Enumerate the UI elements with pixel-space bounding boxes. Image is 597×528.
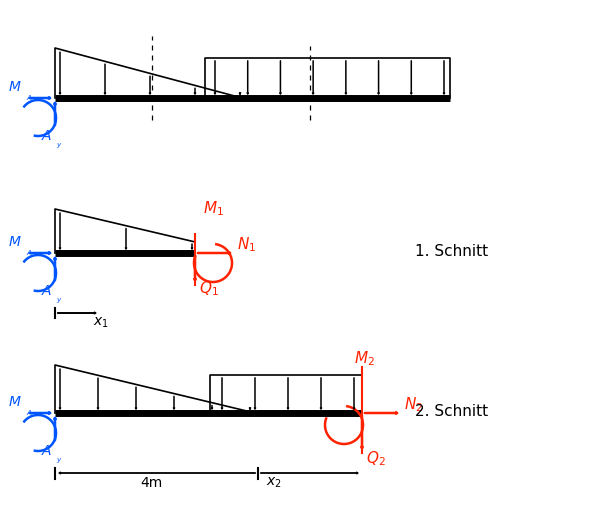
Text: $M_2$: $M_2$ (354, 349, 375, 367)
Text: 2. Schnitt: 2. Schnitt (415, 403, 488, 419)
Text: $_y$: $_y$ (56, 295, 62, 305)
Text: 4m: 4m (140, 476, 162, 490)
Text: $A$: $A$ (41, 444, 52, 458)
Text: $_y$: $_y$ (56, 140, 62, 150)
Text: $M$: $M$ (8, 235, 22, 249)
Text: $Q_2$: $Q_2$ (366, 449, 386, 468)
Text: $_A$: $_A$ (26, 408, 32, 418)
Text: $_y$: $_y$ (56, 455, 62, 465)
Text: $x_2$: $x_2$ (266, 476, 282, 491)
Text: $_A$: $_A$ (26, 93, 32, 103)
Text: $A$: $A$ (41, 129, 52, 143)
Text: $_A$: $_A$ (26, 248, 32, 258)
Text: $M$: $M$ (8, 395, 22, 409)
Text: $N_2$: $N_2$ (404, 395, 423, 414)
Text: $x_1$: $x_1$ (93, 316, 109, 331)
Text: 1. Schnitt: 1. Schnitt (415, 243, 488, 259)
Text: $M_1$: $M_1$ (203, 199, 224, 218)
Text: $N_1$: $N_1$ (237, 235, 256, 253)
Text: $A$: $A$ (41, 284, 52, 298)
Text: $Q_1$: $Q_1$ (199, 279, 219, 298)
Text: $M$: $M$ (8, 80, 22, 94)
